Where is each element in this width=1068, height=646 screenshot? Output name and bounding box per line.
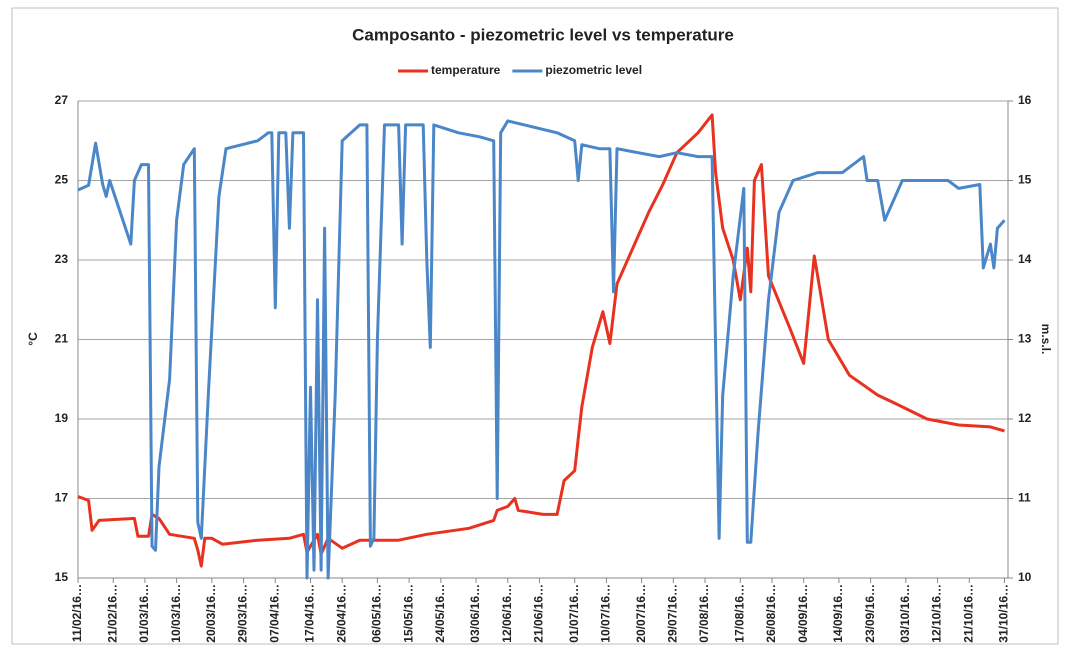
y-tick-label: 15: [55, 570, 69, 584]
x-tick-label: 20/07/16…: [634, 584, 648, 643]
x-tick-label: 15/05/16…: [401, 584, 415, 643]
x-tick-label: 10/07/16…: [599, 584, 613, 643]
y2-tick-label: 15: [1018, 173, 1032, 187]
y2-tick-label: 10: [1018, 570, 1032, 584]
x-tick-label: 21/06/16…: [532, 584, 546, 643]
series-line: [77, 113, 1005, 568]
x-tick-label: 01/07/16…: [567, 584, 581, 643]
x-tick-label: 17/04/16…: [303, 584, 317, 643]
chart-frame: [11, 7, 1059, 645]
y-tick-label: 23: [55, 252, 69, 266]
x-tick-label: 14/09/16…: [831, 584, 845, 643]
y2-axis-title: m.s.l.: [1039, 324, 1053, 355]
x-tick-label: 01/03/16…: [137, 584, 151, 643]
y-tick-label: 17: [55, 491, 69, 505]
x-tick-label: 12/10/16…: [930, 584, 944, 643]
legend-label: temperature: [431, 63, 501, 77]
legend-label: piezometric level: [545, 63, 642, 77]
y2-tick-label: 12: [1018, 411, 1032, 425]
y-axis-title: °C: [26, 332, 40, 346]
x-tick-label: 07/08/16…: [697, 584, 711, 643]
series-line: [77, 119, 1006, 580]
chart-title: Camposanto - piezometric level vs temper…: [352, 25, 734, 44]
y2-tick-label: 14: [1018, 252, 1032, 266]
x-tick-label: 20/03/16…: [204, 584, 218, 643]
y-tick-label: 21: [55, 332, 69, 346]
x-tick-label: 31/10/16…: [997, 584, 1011, 643]
x-tick-label: 17/08/16…: [732, 584, 746, 643]
x-tick-label: 29/03/16…: [236, 584, 250, 643]
y2-tick-label: 11: [1018, 491, 1031, 505]
y2-tick-label: 13: [1018, 332, 1032, 346]
x-tick-label: 21/02/16…: [105, 584, 119, 643]
x-tick-label: 21/10/16…: [961, 584, 975, 643]
y-tick-label: 25: [55, 173, 69, 187]
x-tick-label: 10/03/16…: [169, 584, 183, 643]
x-tick-label: 29/07/16…: [666, 584, 680, 643]
x-tick-label: 03/06/16…: [468, 584, 482, 643]
x-tick-label: 24/05/16…: [433, 584, 447, 643]
x-tick-label: 04/09/16…: [796, 584, 810, 643]
x-tick-label: 23/09/16…: [863, 584, 877, 643]
x-tick-label: 07/04/16…: [267, 584, 281, 643]
x-tick-label: 26/04/16…: [334, 584, 348, 643]
x-tick-label: 26/08/16…: [764, 584, 778, 643]
x-tick-label: 12/06/16…: [500, 584, 514, 643]
x-tick-label: 11/02/16…: [70, 584, 84, 642]
y-tick-label: 19: [55, 411, 69, 425]
y2-tick-label: 16: [1018, 93, 1032, 107]
x-tick-label: 03/10/16…: [898, 584, 912, 643]
x-tick-label: 06/05/16…: [370, 584, 384, 643]
y-tick-label: 27: [55, 93, 69, 107]
